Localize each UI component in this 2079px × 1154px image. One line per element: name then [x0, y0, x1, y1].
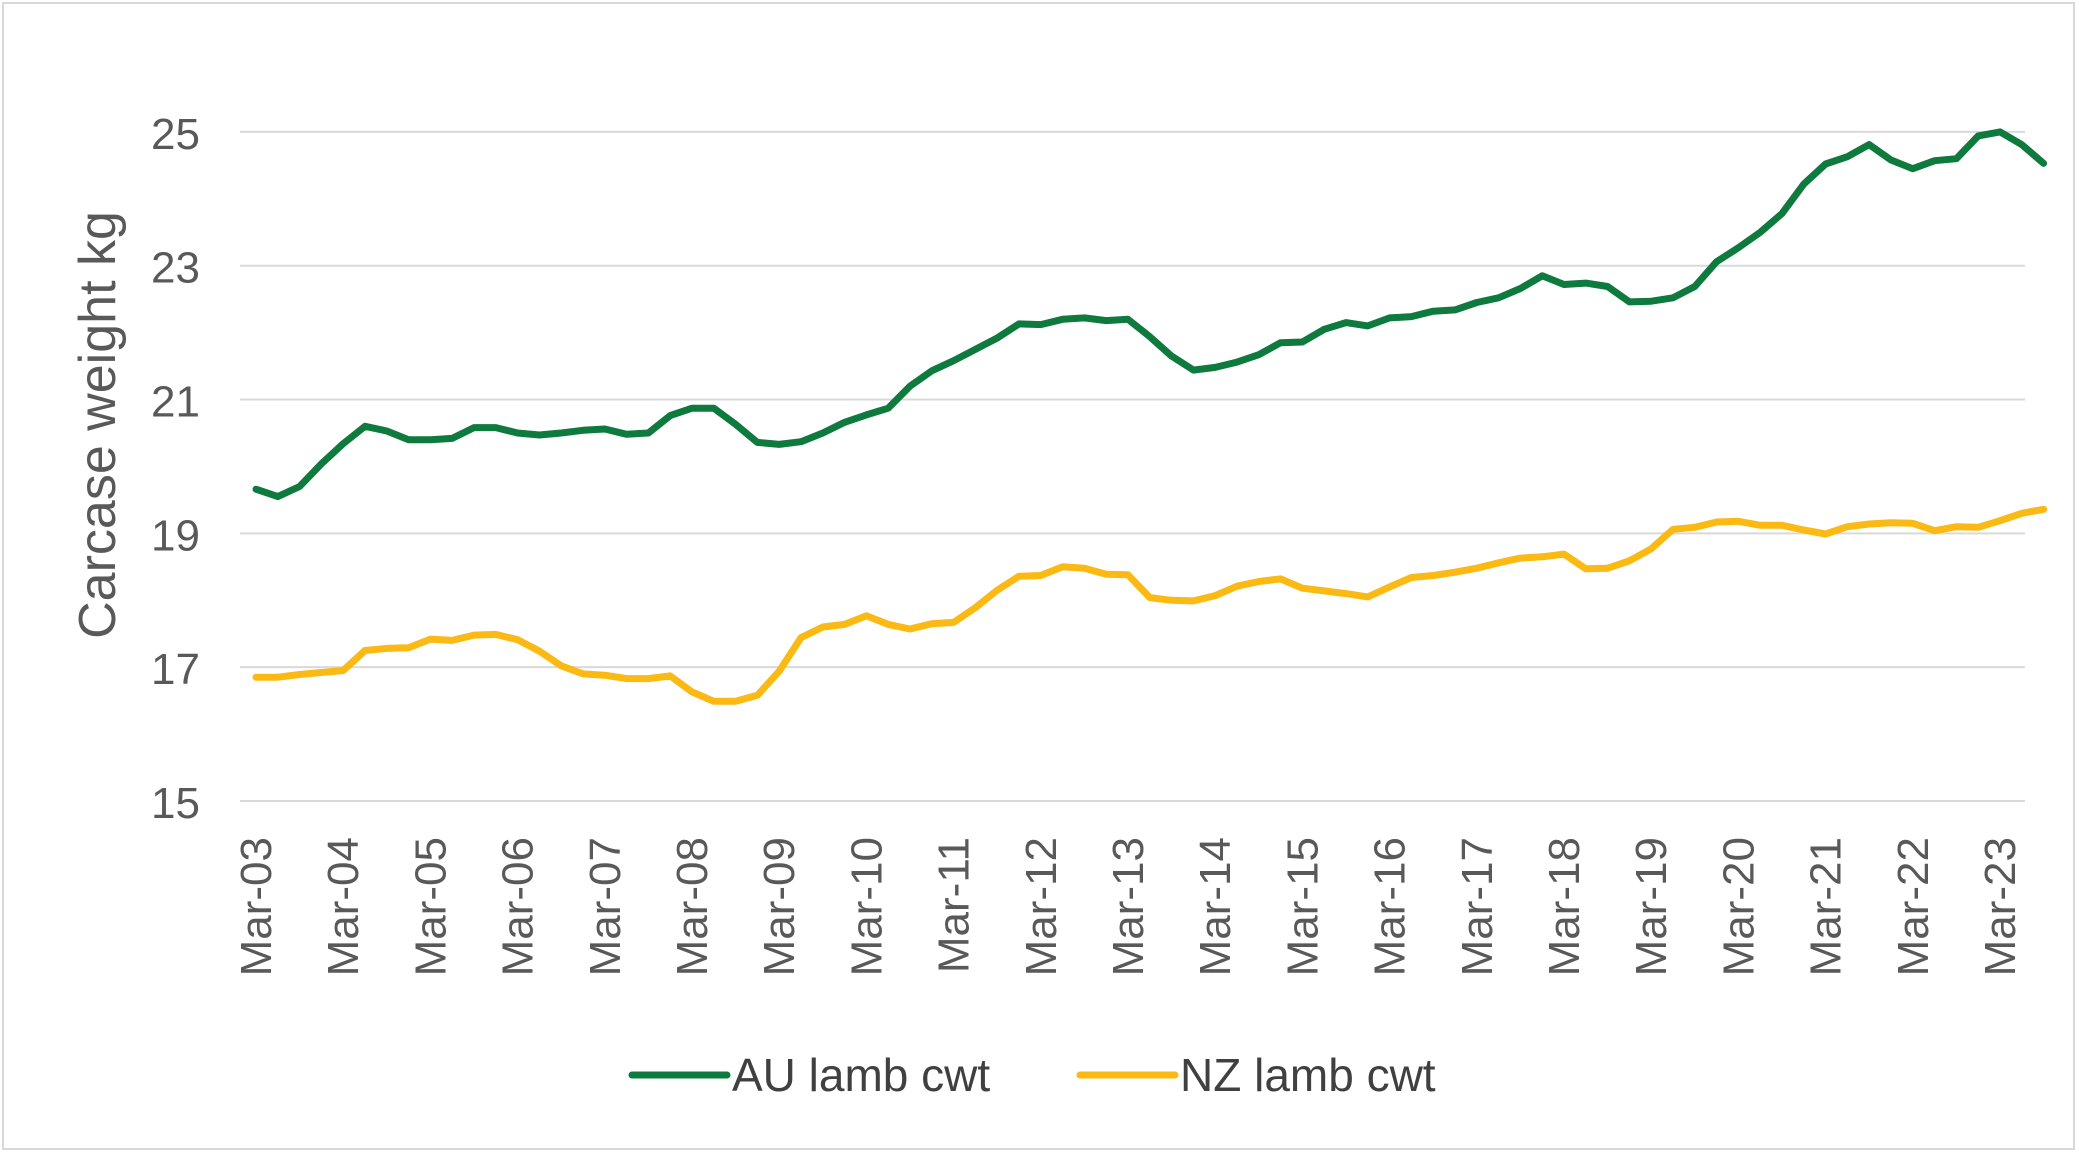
y-tick-label: 23	[151, 244, 200, 293]
legend-label: AU lamb cwt	[732, 1049, 990, 1101]
x-tick-label: Mar-23	[1976, 837, 2025, 976]
x-tick-label: Mar-11	[930, 837, 979, 973]
gridlines	[240, 130, 2025, 802]
x-tick-label: Mar-12	[1017, 837, 1066, 976]
series-line-au	[252, 128, 2048, 501]
x-tick-label: Mar-10	[842, 837, 891, 976]
x-tick-label: Mar-20	[1714, 837, 1763, 976]
x-tick-label: Mar-06	[494, 837, 543, 976]
y-tick-label: 21	[151, 378, 200, 427]
y-axis-ticks: 15 17 19 21 23 25	[151, 110, 200, 828]
series-lines	[252, 128, 2048, 705]
x-tick-label: Mar-09	[755, 837, 804, 976]
x-tick-label: Mar-04	[319, 837, 368, 976]
x-tick-label: Mar-16	[1366, 837, 1415, 976]
x-tick-label: Mar-03	[232, 837, 281, 976]
y-tick-label: 19	[151, 511, 200, 560]
x-tick-label: Mar-07	[581, 837, 630, 976]
x-axis-ticks: Mar-03 Mar-04 Mar-05 Mar-06 Mar-07 Mar-08 Mar-…	[232, 837, 2025, 976]
y-axis-title: Carcase weight kg	[69, 211, 127, 639]
y-tick-label: 25	[151, 110, 200, 159]
legend-label: NZ lamb cwt	[1180, 1049, 1436, 1101]
x-tick-label: Mar-22	[1889, 837, 1938, 976]
x-tick-label: Mar-08	[668, 837, 717, 976]
y-tick-label: 17	[151, 645, 200, 694]
x-tick-label: Mar-21	[1802, 837, 1851, 976]
series-line-nz	[252, 505, 2048, 705]
legend: AU lamb cwt NZ lamb cwt	[628, 1049, 1436, 1101]
x-tick-label: Mar-15	[1278, 837, 1327, 976]
x-tick-label: Mar-18	[1540, 837, 1589, 976]
x-tick-label: Mar-05	[406, 837, 455, 976]
x-tick-label: Mar-13	[1104, 837, 1153, 976]
x-tick-label: Mar-19	[1627, 837, 1676, 976]
x-tick-label: Mar-14	[1191, 837, 1240, 976]
y-tick-label: 15	[151, 779, 200, 828]
x-tick-label: Mar-17	[1453, 837, 1502, 976]
